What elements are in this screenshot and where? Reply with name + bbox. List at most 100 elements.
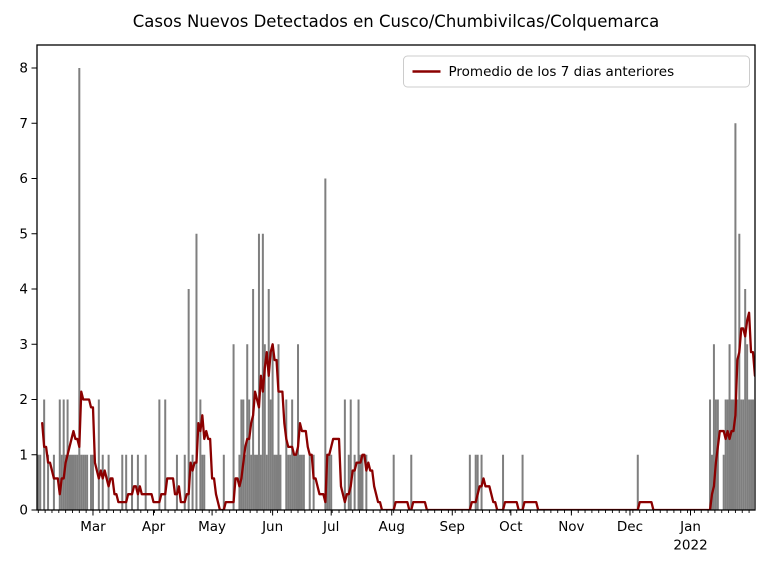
x-tick-label: Jun [261, 519, 283, 535]
daily-bar [732, 399, 735, 510]
y-tick-label: 5 [19, 226, 28, 242]
daily-bar [712, 344, 715, 510]
daily-bar [744, 289, 747, 510]
plot-area [37, 45, 755, 510]
daily-bar [285, 399, 288, 510]
daily-bar [58, 399, 61, 510]
daily-bar [70, 454, 73, 510]
daily-bar [271, 344, 274, 510]
daily-bar [359, 454, 362, 510]
x-tick-label: Oct [499, 519, 522, 535]
daily-bar [76, 454, 79, 510]
daily-bar [328, 454, 331, 510]
daily-bar [289, 454, 292, 510]
daily-bar [742, 399, 745, 510]
daily-bar [131, 454, 134, 510]
daily-bar [269, 399, 272, 510]
daily-bar [187, 289, 190, 510]
avg-line-layer [41, 311, 755, 510]
daily-bar [730, 399, 733, 510]
y-tick-label: 8 [19, 61, 28, 77]
x-tick-label: Mar [80, 519, 106, 535]
daily-bar [232, 344, 235, 510]
daily-bar [330, 454, 333, 510]
daily-bar [91, 454, 94, 510]
daily-bar [293, 454, 296, 510]
daily-bar [86, 454, 89, 510]
legend: Promedio de los 7 dias anteriores [403, 55, 750, 88]
x-year-label: 2022 [673, 538, 707, 554]
daily-bar [750, 399, 753, 510]
daily-bar [751, 399, 754, 510]
daily-bar [357, 399, 360, 510]
daily-bar [736, 399, 739, 510]
daily-bar [295, 454, 298, 510]
daily-bar [734, 123, 737, 510]
daily-bar [84, 454, 87, 510]
bars-layer [37, 68, 754, 510]
daily-bar [250, 454, 253, 510]
daily-bar [722, 454, 725, 510]
daily-bar [90, 454, 93, 510]
daily-bar [222, 454, 225, 510]
daily-bar [158, 399, 161, 510]
daily-bar [298, 454, 301, 510]
y-tick-label: 0 [19, 503, 28, 519]
daily-bar [78, 68, 81, 510]
daily-bar [726, 399, 729, 510]
daily-bar [62, 399, 65, 510]
daily-bar [183, 454, 186, 510]
x-tick-label: Nov [558, 519, 584, 535]
daily-bar [175, 454, 178, 510]
daily-bar [324, 178, 327, 510]
daily-bar [312, 454, 315, 510]
y-tick-label: 6 [19, 171, 28, 187]
daily-bar [746, 344, 749, 510]
daily-bar [240, 399, 243, 510]
y-tick-label: 4 [19, 282, 28, 298]
daily-bar [502, 454, 505, 510]
daily-bar [740, 399, 743, 510]
daily-bar [709, 399, 712, 510]
daily-bar [287, 454, 290, 510]
daily-bar [343, 399, 346, 510]
daily-bar [308, 454, 311, 510]
daily-bar [201, 454, 204, 510]
daily-bar [349, 399, 352, 510]
daily-bar [265, 454, 268, 510]
daily-bar [195, 233, 198, 510]
daily-bar [636, 454, 639, 510]
daily-bar [347, 454, 350, 510]
x-tick-label: Sep [440, 519, 465, 535]
daily-bar [252, 289, 255, 510]
daily-bar [164, 399, 167, 510]
y-tick-label: 1 [19, 447, 28, 463]
daily-bar [47, 454, 50, 510]
x-tick-label: Apr [142, 519, 166, 535]
daily-bar [275, 454, 278, 510]
daily-bar [392, 454, 395, 510]
y-tick-label: 7 [19, 116, 28, 132]
daily-bar [39, 454, 42, 510]
daily-bar [199, 399, 202, 510]
x-tick-label: Aug [379, 519, 405, 535]
daily-bar [97, 399, 100, 510]
daily-bar [246, 344, 249, 510]
daily-bar [738, 233, 741, 510]
daily-bar [410, 454, 413, 510]
daily-bar [353, 454, 356, 510]
daily-bar [361, 454, 364, 510]
x-tick-label: Jan [679, 519, 701, 535]
daily-bar [263, 344, 266, 510]
daily-bar [136, 454, 139, 510]
x-tick-label: May [198, 519, 226, 535]
x-tick-label: Jul [322, 519, 339, 535]
daily-bar [68, 454, 71, 510]
daily-bar [297, 344, 300, 510]
y-tick-label: 2 [19, 392, 28, 408]
daily-bar [267, 289, 270, 510]
daily-bar [748, 399, 751, 510]
chart-title: Casos Nuevos Detectados en Cusco/Chumbiv… [133, 12, 659, 31]
daily-bar [277, 344, 280, 510]
